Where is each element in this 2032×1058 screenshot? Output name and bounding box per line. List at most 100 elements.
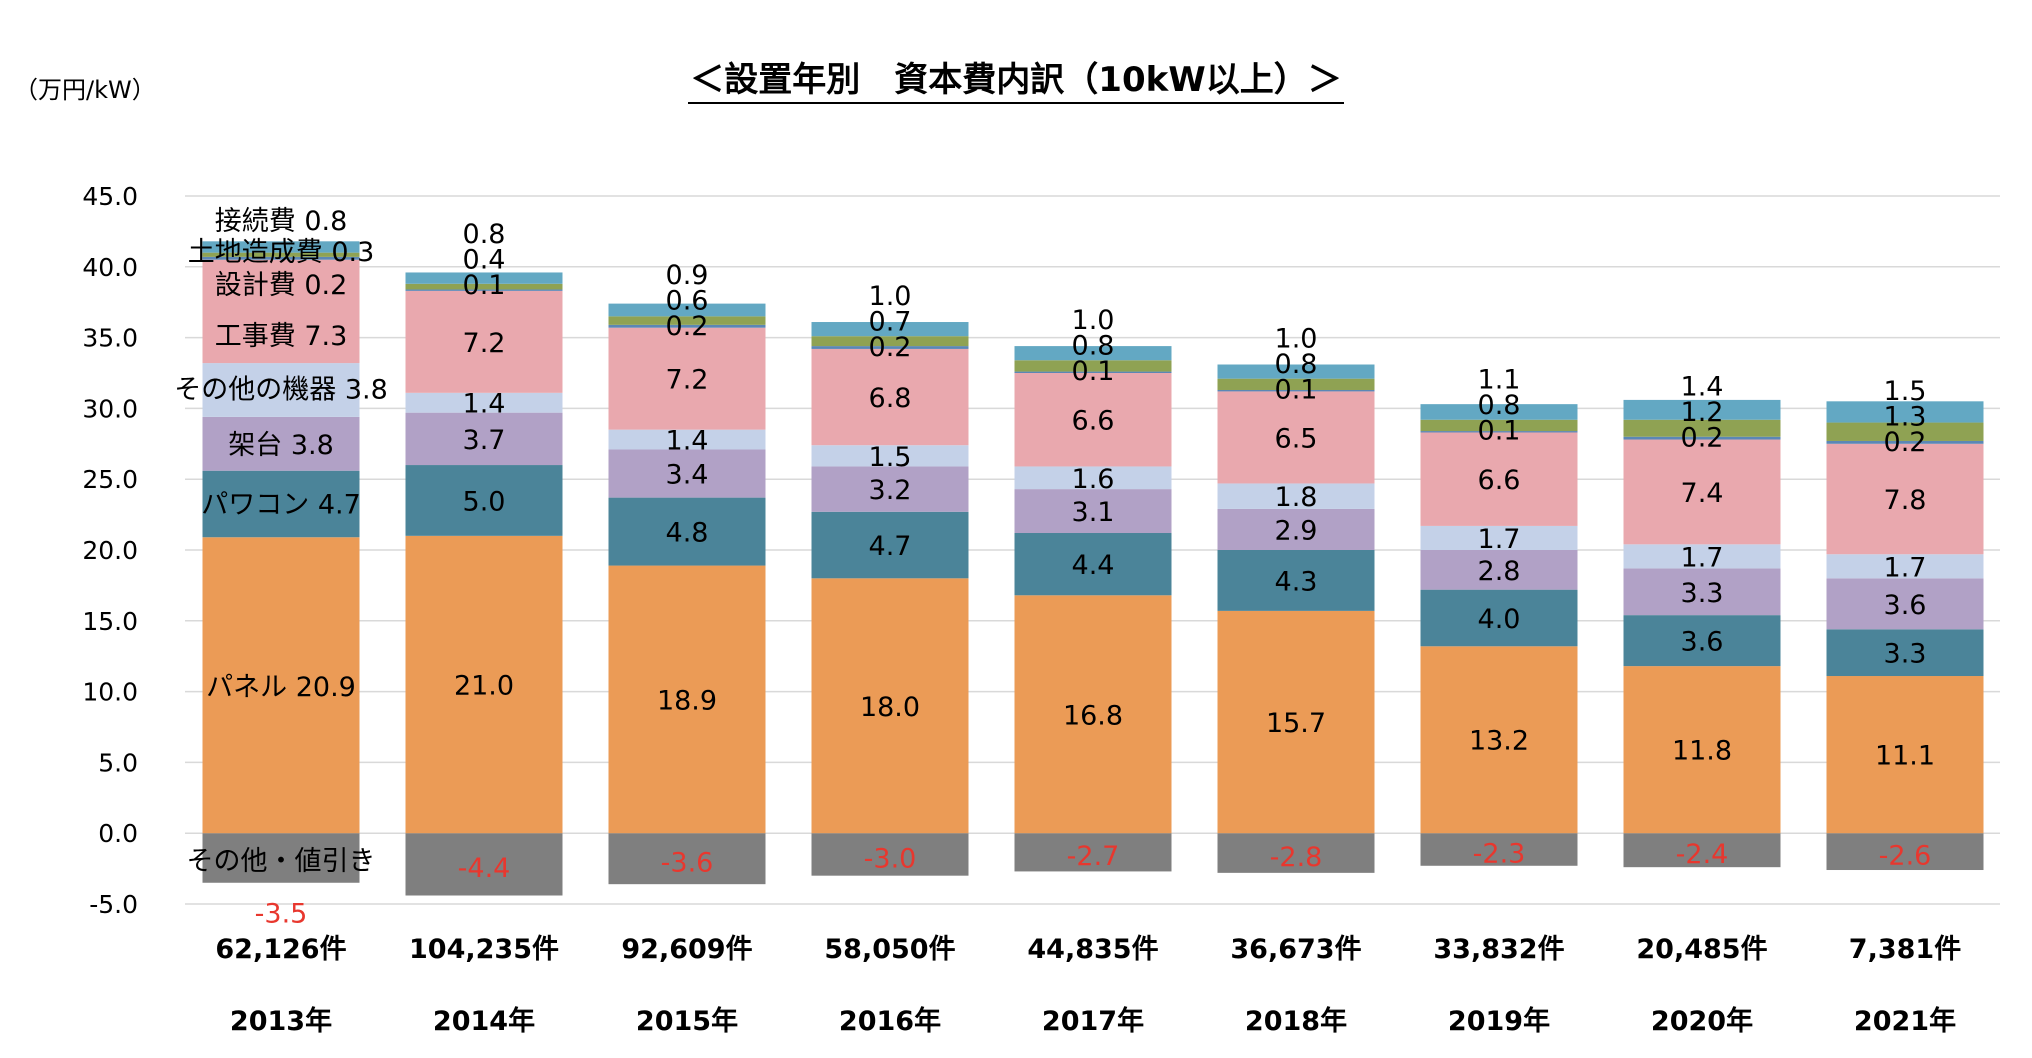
data-label-discount: -4.4 — [458, 853, 511, 884]
y-tick-label: 40.0 — [82, 253, 138, 282]
data-label: 6.6 — [1072, 406, 1115, 437]
data-label: 1.1 — [1478, 365, 1521, 396]
bar-segment-discount — [202, 833, 360, 883]
data-label: 7.2 — [463, 328, 506, 359]
data-label: 工事費 7.3 — [215, 321, 348, 352]
data-label: 0.2 — [869, 332, 912, 363]
bar-segment-7 — [1420, 404, 1578, 420]
bar-segment-1 — [1826, 629, 1984, 677]
data-label: 0.9 — [666, 260, 709, 291]
bar-segment-0 — [1420, 646, 1578, 834]
bar-segment-discount — [1014, 833, 1172, 872]
y-tick-label: 0.0 — [98, 819, 138, 848]
data-label: 0.6 — [666, 285, 709, 316]
data-label: 4.0 — [1478, 604, 1521, 635]
data-label: 1.8 — [1275, 482, 1318, 513]
data-label: 1.5 — [1884, 376, 1927, 407]
bar-segment-3 — [1014, 466, 1172, 490]
data-label-discount: -3.0 — [864, 843, 917, 874]
data-label: パネル 20.9 — [206, 672, 356, 703]
data-label-discount: -2.7 — [1067, 841, 1120, 872]
data-label: 3.1 — [1072, 497, 1115, 528]
bar-segment-5 — [405, 289, 563, 291]
bar-segment-5 — [1014, 371, 1172, 373]
y-tick-label: 15.0 — [82, 607, 138, 636]
bar-segment-5 — [1623, 436, 1781, 440]
y-tick-label: 10.0 — [82, 678, 138, 707]
y-tick-label: -5.0 — [89, 890, 138, 919]
bar-segment-3 — [811, 445, 969, 467]
bar-segment-6 — [1826, 422, 1984, 441]
data-label: 11.1 — [1875, 741, 1935, 772]
category-label: 2015年 — [636, 1005, 738, 1037]
bar-segment-discount — [1217, 833, 1375, 873]
y-tick-label: 30.0 — [82, 394, 138, 423]
data-label: 4.8 — [666, 518, 709, 549]
bar-segment-discount — [608, 833, 766, 885]
data-label: 架台 3.8 — [228, 430, 334, 461]
bar-segment-3 — [1217, 483, 1375, 509]
y-tick-labels: 45.0 40.0 35.0 30.0 25.0 20.0 15.0 10.0 5.0 0.0 -5… — [82, 182, 138, 919]
bar-segment-2 — [1420, 550, 1578, 590]
bar-segment-5 — [1217, 389, 1375, 392]
data-label: 0.2 — [666, 311, 709, 342]
data-label-discount: -2.3 — [1473, 838, 1526, 869]
bar-segment-7 — [1217, 364, 1375, 379]
bar-segment-1 — [1014, 533, 1172, 596]
bar-segment-2 — [811, 466, 969, 512]
category-label: 2019年 — [1448, 1005, 1550, 1037]
bar-segment-discount — [1826, 833, 1984, 871]
data-label: 2.9 — [1275, 515, 1318, 546]
data-label: 11.8 — [1672, 736, 1732, 767]
data-label: 1.7 — [1884, 552, 1927, 583]
data-label: 3.7 — [463, 425, 506, 456]
bar-segment-4 — [1217, 391, 1375, 484]
data-label: 6.6 — [1478, 465, 1521, 496]
data-label: 3.4 — [666, 460, 709, 491]
data-label: 13.2 — [1469, 726, 1529, 757]
bar-segment-2 — [1014, 489, 1172, 534]
data-label: 1.5 — [869, 442, 912, 473]
bar-segment-0 — [202, 537, 360, 834]
bar-segment-7 — [811, 322, 969, 337]
bar-segment-discount — [405, 833, 563, 896]
bar-segment-4 — [1014, 373, 1172, 467]
bar-segment-discount — [1420, 833, 1578, 866]
count-label: 44,835件 — [1027, 934, 1158, 965]
data-label: 1.0 — [1275, 324, 1318, 355]
data-label: 0.8 — [463, 219, 506, 250]
data-label: 4.4 — [1072, 550, 1115, 581]
data-label: 2.8 — [1478, 556, 1521, 587]
data-label: 土地造成費 0.3 — [188, 237, 375, 268]
bar-segment-6 — [811, 336, 969, 347]
bar-segment-2 — [202, 416, 360, 471]
count-label: 20,485件 — [1636, 934, 1767, 965]
y-tick-label: 35.0 — [82, 324, 138, 353]
data-label-discount: -3.6 — [661, 848, 714, 879]
data-label: 0.1 — [1072, 356, 1115, 387]
bar-segment-7 — [202, 241, 360, 253]
bars — [202, 241, 1984, 896]
data-label-discount: -2.4 — [1676, 839, 1729, 870]
bar-segment-5 — [811, 346, 969, 349]
chart-title-text: ＜設置年別 資本費内訳（10kW以上）＞ — [688, 60, 1344, 104]
data-label: 18.0 — [860, 692, 920, 723]
bar-segment-5 — [608, 324, 766, 328]
data-label-discount: -2.8 — [1270, 842, 1323, 873]
data-label: 1.7 — [1681, 542, 1724, 573]
bar-segment-discount — [811, 833, 969, 876]
data-label: パワコン 4.7 — [201, 489, 361, 520]
bar-segment-3 — [1420, 525, 1578, 550]
bar-segment-4 — [405, 290, 563, 393]
bar-segment-7 — [1826, 401, 1984, 423]
data-label-discount: -3.5 — [255, 898, 308, 929]
bar-segment-1 — [811, 511, 969, 579]
bar-segment-2 — [1623, 568, 1781, 616]
bar-segment-3 — [1623, 544, 1781, 569]
category-label: 2020年 — [1651, 1005, 1753, 1037]
data-label: 7.8 — [1884, 485, 1927, 516]
data-label: 1.2 — [1681, 397, 1724, 428]
bar-segment-3 — [202, 363, 360, 417]
bar-segment-2 — [1826, 578, 1984, 630]
bar-segment-5 — [1420, 431, 1578, 433]
